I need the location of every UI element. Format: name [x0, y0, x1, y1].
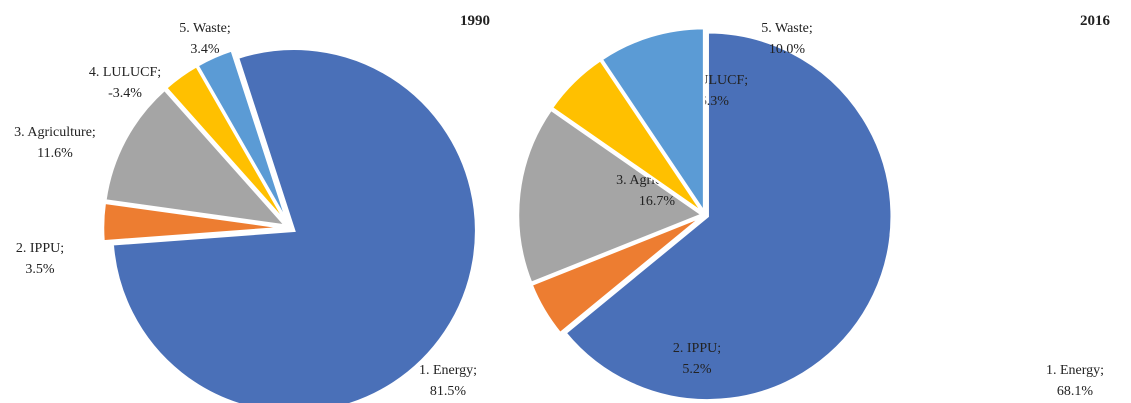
- pie-slice: [550, 58, 704, 214]
- slice-value-label: 11.6%: [37, 146, 73, 161]
- slice-value-label: 10.0%: [769, 42, 806, 57]
- slice-value-label: 3.5%: [25, 262, 55, 277]
- slice-category: 1. Energy;: [1046, 363, 1104, 378]
- pie-slice: [103, 87, 289, 228]
- pie-slice: [529, 215, 704, 336]
- chart-title: 2016: [1080, 13, 1111, 29]
- slice-category: 3. Agriculture;: [14, 125, 96, 140]
- slice-category: 4. LULUCF;: [89, 65, 161, 80]
- pie-slice: [563, 31, 893, 402]
- slice-value-label: 81.5%: [430, 384, 467, 399]
- pie-slice: [101, 201, 286, 243]
- slice-value-label: 68.1%: [1057, 384, 1094, 399]
- slice-value-label: 5.2%: [682, 362, 712, 377]
- chart-title: 1990: [460, 13, 490, 29]
- slice-category: 5. Waste;: [761, 21, 813, 36]
- pie-slice: [599, 26, 706, 217]
- slice-category: 2. IPPU;: [673, 341, 721, 356]
- slice-value-label: 3.4%: [190, 42, 220, 57]
- pie-slice: [111, 47, 478, 403]
- pie-slice: [195, 48, 290, 225]
- slice-category: 1. Energy;: [419, 363, 477, 378]
- slice-category: 5. Waste;: [179, 21, 231, 36]
- slice-value-label: 16.7%: [639, 194, 676, 209]
- slice-category: 2. IPPU;: [16, 241, 64, 256]
- pie-slice: [516, 107, 705, 285]
- slice-value-label: -3.4%: [108, 86, 142, 101]
